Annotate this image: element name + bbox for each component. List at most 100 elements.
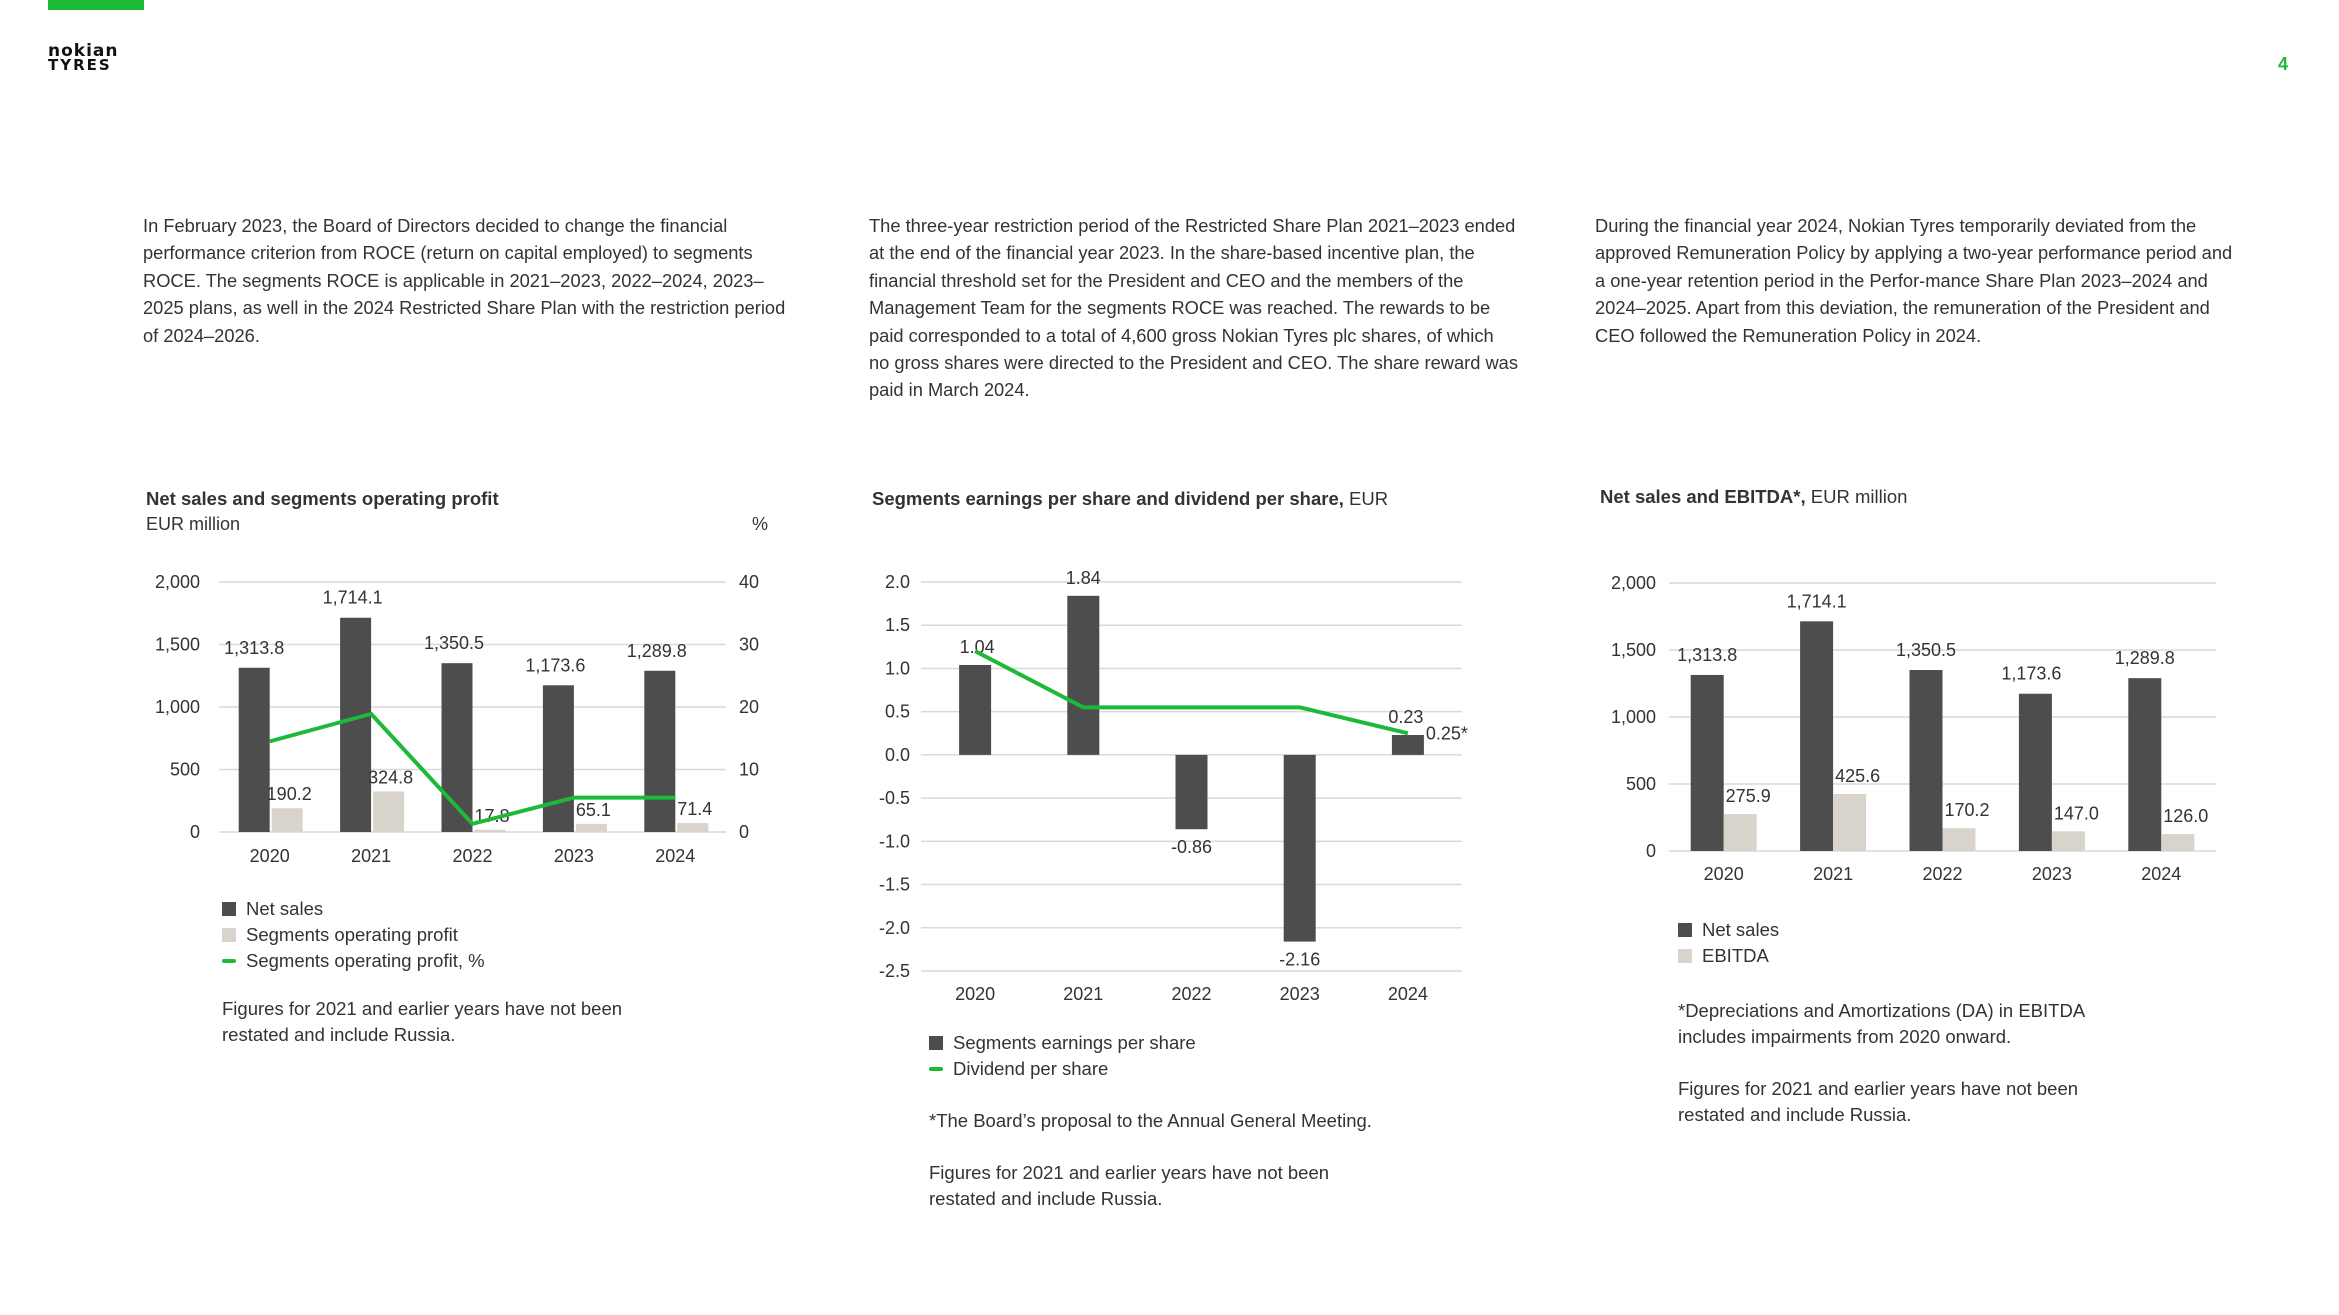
bar-net-sales	[441, 663, 473, 832]
data-label-operating-profit: 71.4	[677, 799, 712, 819]
y-tick-label: 500	[170, 760, 200, 780]
chart2-title: Segments earnings per share and dividend…	[872, 488, 1389, 509]
data-label-eps: 1.84	[1066, 568, 1101, 588]
y2-tick-label: 40	[739, 572, 759, 592]
y-tick-label: 2.0	[885, 572, 910, 592]
data-label-dividend: 0.25*	[1426, 723, 1468, 743]
y-tick-label: -1.0	[879, 831, 910, 851]
bar-net-sales	[238, 667, 270, 832]
legend-swatch-dark	[1678, 923, 1692, 937]
legend-swatch-light	[1678, 949, 1692, 963]
data-label-eps: 1.04	[960, 637, 995, 657]
data-label-net-sales: 1,714.1	[323, 588, 383, 608]
x-tick-label: 2024	[655, 846, 695, 866]
legend-item-ebitda: EBITDA	[1678, 943, 1779, 969]
data-label-net-sales: 1,714.1	[1787, 591, 1847, 611]
data-label-ebitda: 170.2	[1944, 800, 1989, 820]
y2-tick-label: 20	[739, 697, 759, 717]
chart3-title: Net sales and EBITDA*, EUR million	[1600, 486, 1908, 507]
data-label-net-sales: 1,313.8	[224, 638, 284, 658]
data-label-net-sales: 1,350.5	[424, 633, 484, 653]
data-label-operating-profit: 65.1	[576, 800, 611, 820]
y-tick-label: 0.5	[885, 702, 910, 722]
bar-net-sales	[542, 685, 574, 832]
bar-net-sales	[644, 670, 676, 832]
chart3-note-da: *Depreciations and Amortizations (DA) in…	[1678, 1000, 2086, 1047]
bar-net-sales	[340, 617, 372, 832]
bar-ebitda	[1723, 814, 1757, 851]
x-tick-label: 2021	[1063, 984, 1103, 1004]
data-label-net-sales: 1,289.8	[2115, 648, 2175, 668]
bar-ebitda	[1942, 828, 1976, 851]
top-accent-bar	[48, 0, 144, 10]
bar-net-sales	[1690, 674, 1724, 851]
legend-item-net-sales: Net sales	[1678, 917, 1779, 943]
data-label-net-sales: 1,289.8	[627, 641, 687, 661]
bar-eps	[959, 664, 992, 755]
y2-tick-label: 0	[739, 822, 749, 842]
y-tick-label: -2.0	[879, 918, 910, 938]
y-tick-label: 500	[1626, 774, 1656, 794]
legend-item-operating-profit-pct: Segments operating profit, %	[222, 948, 485, 974]
y-tick-label: 0.0	[885, 745, 910, 765]
chart1-title: Net sales and segments operating profit	[146, 488, 499, 509]
paragraph-remuneration-deviation: During the financial year 2024, Nokian T…	[1595, 215, 2233, 346]
y-tick-label: 0	[1646, 841, 1656, 861]
x-tick-label: 2021	[351, 846, 391, 866]
legend-item-net-sales: Net sales	[222, 896, 485, 922]
line-operating-profit-pct	[269, 711, 676, 826]
y2-tick-label: 30	[739, 635, 759, 655]
y-tick-label: 1.0	[885, 658, 910, 678]
legend-swatch-dark	[222, 902, 236, 916]
chart2-note-proposal: *The Board’s proposal to the Annual Gene…	[929, 1110, 1372, 1131]
bar-net-sales	[1909, 670, 1943, 851]
bar-ebitda	[1833, 793, 1867, 851]
chart1-unit-right: %	[752, 514, 769, 534]
nokian-tyres-logo: nokian TYRES	[48, 41, 119, 74]
y-tick-label: 2,000	[1611, 573, 1656, 593]
bar-operating-profit	[271, 808, 303, 832]
x-tick-label: 2023	[1280, 984, 1320, 1004]
chart3-note-restated: Figures for 2021 and earlier years have …	[1678, 1078, 2079, 1125]
data-label-ebitda: 275.9	[1726, 786, 1771, 806]
legend-swatch-light	[222, 928, 236, 942]
bar-operating-profit	[677, 823, 709, 832]
paragraph-restricted-share-plan: The three-year restriction period of the…	[869, 215, 1518, 401]
bar-net-sales	[1800, 621, 1834, 851]
legend-swatch-line	[929, 1067, 943, 1071]
x-tick-label: 2020	[955, 984, 995, 1004]
y-tick-label: 1.5	[885, 615, 910, 635]
y-tick-label: -1.5	[879, 875, 910, 895]
chart2-legend: Segments earnings per share Dividend per…	[929, 1030, 1196, 1082]
bar-eps	[1391, 735, 1424, 755]
bar-operating-profit	[373, 791, 405, 832]
page-number: 4	[2278, 54, 2289, 74]
x-tick-label: 2023	[554, 846, 594, 866]
data-label-net-sales: 1,313.8	[1677, 645, 1737, 665]
x-tick-label: 2024	[1388, 984, 1428, 1004]
data-label-ebitda: 126.0	[2163, 806, 2208, 826]
legend-item-operating-profit: Segments operating profit	[222, 922, 485, 948]
x-tick-label: 2022	[1171, 984, 1211, 1004]
data-label-net-sales: 1,173.6	[525, 655, 585, 675]
bar-eps	[1283, 754, 1316, 942]
x-tick-label: 2022	[1922, 864, 1962, 884]
y-tick-label: 2,000	[155, 572, 200, 592]
bar-eps	[1067, 595, 1100, 755]
data-label-eps: -2.16	[1279, 950, 1320, 970]
chart3-legend: Net sales EBITDA	[1678, 917, 1779, 969]
x-tick-label: 2022	[452, 846, 492, 866]
y-tick-label: 0	[190, 822, 200, 842]
data-label-eps: -0.86	[1171, 837, 1212, 857]
bar-operating-profit	[474, 829, 506, 832]
x-tick-label: 2020	[250, 846, 290, 866]
data-label-ebitda: 425.6	[1835, 766, 1880, 786]
y-tick-label: 1,000	[1611, 707, 1656, 727]
y2-tick-label: 10	[739, 760, 759, 780]
data-label-net-sales: 1,350.5	[1896, 640, 1956, 660]
x-tick-label: 2024	[2141, 864, 2181, 884]
y-tick-label: 1,500	[1611, 640, 1656, 660]
bar-ebitda	[2161, 834, 2195, 851]
